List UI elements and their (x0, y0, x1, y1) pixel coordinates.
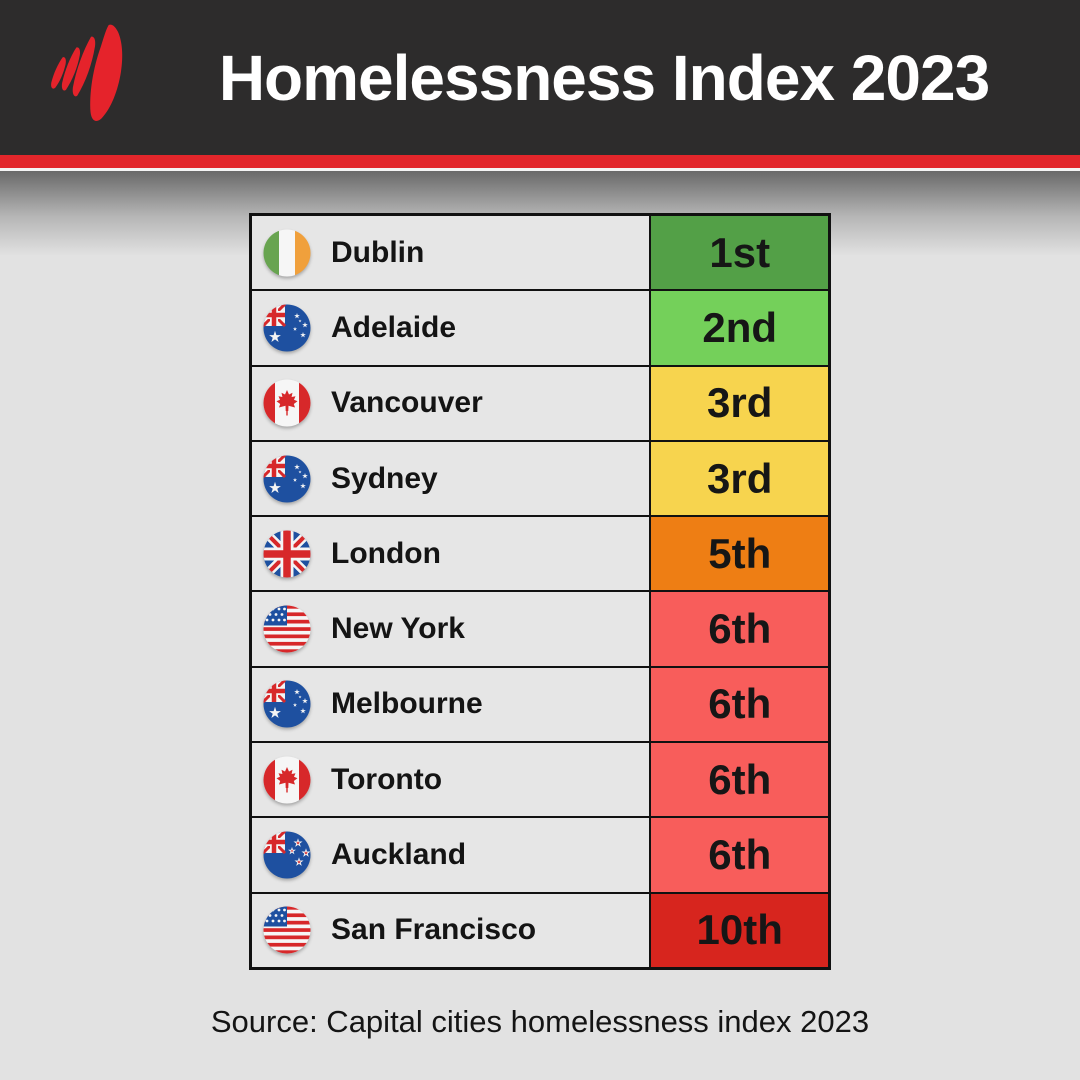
city-label: Auckland (331, 838, 467, 872)
rank-badge: 6th (649, 592, 828, 666)
canada-flag-icon (263, 379, 311, 427)
canada-flag-icon (263, 756, 311, 804)
rank-badge: 1st (649, 216, 828, 290)
header: Homelessness Index 2023 (0, 0, 1080, 155)
table-row: San Francisco 10th (252, 893, 828, 967)
city-cell: San Francisco (252, 893, 650, 967)
australia-flag-icon (263, 680, 311, 728)
rank-badge: 6th (649, 743, 828, 817)
city-label: Adelaide (331, 310, 457, 344)
city-label: New York (331, 612, 465, 646)
table-row: Auckland 6th (252, 818, 828, 894)
uk-flag-icon (263, 530, 311, 578)
city-label: San Francisco (331, 913, 537, 947)
usa-flag-icon (263, 906, 311, 954)
table-row: Dublin 1st (252, 216, 828, 292)
rank-badge: 5th (649, 517, 828, 591)
main-content: Dublin 1st Adelaide 2nd Vancouver 3rd Sy… (0, 171, 1080, 1080)
rank-badge: 2nd (649, 291, 828, 365)
city-cell: New York (252, 592, 650, 666)
city-cell: Toronto (252, 743, 650, 817)
source-caption: Source: Capital cities homelessness inde… (210, 1004, 870, 1039)
table-row: Vancouver 3rd (252, 366, 828, 442)
city-cell: Vancouver (252, 366, 650, 440)
australia-flag-icon (263, 304, 311, 352)
city-label: London (331, 536, 441, 570)
table-row: Toronto 6th (252, 743, 828, 819)
accent-stripe (0, 155, 1080, 168)
table-row: Melbourne 6th (252, 667, 828, 744)
rank-badge: 10th (649, 893, 828, 967)
city-cell: Dublin (252, 216, 650, 290)
table-row: London 5th (252, 517, 828, 593)
table-row: New York 6th (252, 592, 828, 668)
nz-flag-icon (263, 831, 311, 879)
table-row: Sydney 3rd (252, 441, 828, 518)
city-cell: Auckland (252, 818, 650, 892)
city-cell: Melbourne (252, 667, 650, 742)
city-label: Dublin (331, 235, 425, 269)
ranking-table: Dublin 1st Adelaide 2nd Vancouver 3rd Sy… (249, 213, 831, 970)
australia-flag-icon (263, 455, 311, 503)
city-label: Vancouver (331, 386, 483, 420)
rank-badge: 6th (649, 667, 828, 742)
divider-line (0, 168, 1080, 171)
city-label: Toronto (331, 762, 443, 796)
city-label: Melbourne (331, 687, 483, 721)
rank-badge: 6th (649, 818, 828, 892)
sbs-logo (51, 24, 123, 121)
city-label: Sydney (331, 461, 438, 495)
usa-flag-icon (263, 605, 311, 653)
city-cell: Sydney (252, 441, 650, 516)
table-row: Adelaide 2nd (252, 291, 828, 367)
page-title: Homelessness Index 2023 (218, 41, 990, 114)
rank-badge: 3rd (649, 441, 828, 516)
rank-badge: 3rd (649, 366, 828, 440)
city-cell: London (252, 517, 650, 591)
city-cell: Adelaide (252, 291, 650, 365)
ireland-flag-icon (263, 229, 311, 277)
